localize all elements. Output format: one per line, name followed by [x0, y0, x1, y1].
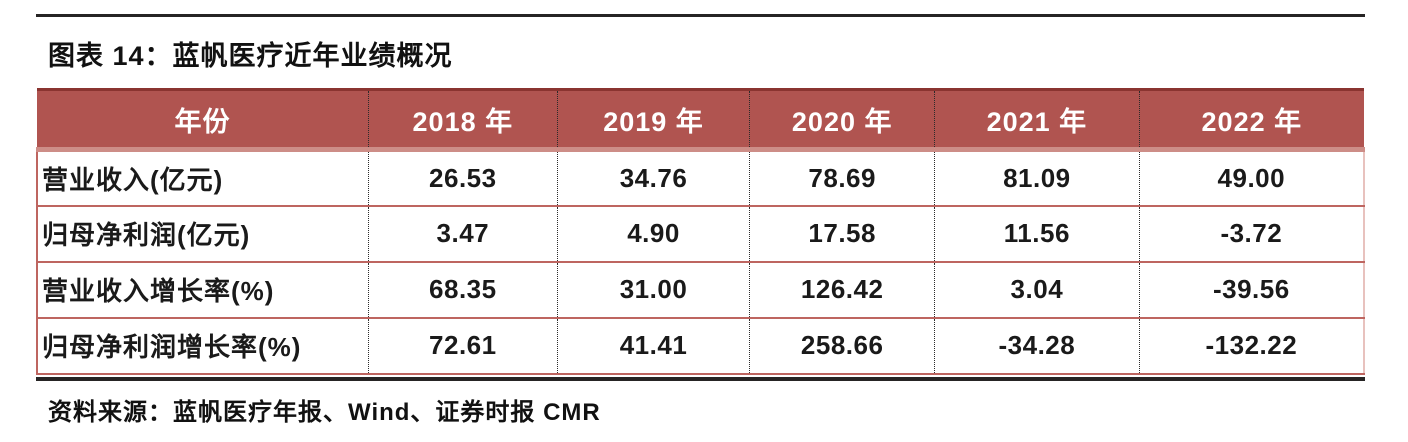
cell-revenue-growth-2022: -39.56 [1139, 261, 1365, 319]
col-header-year: 年份 [37, 88, 369, 152]
cell-revenue-2019: 34.76 [557, 149, 751, 207]
cell-net-profit-2018: 3.47 [368, 205, 558, 263]
source-note: 资料来源：蓝帆医疗年报、Wind、证券时报 CMR [48, 398, 601, 426]
cell-net-profit-growth-2019: 41.41 [557, 317, 751, 375]
cell-revenue-growth-2020: 126.42 [749, 261, 936, 319]
header-row: 年份 2018 年 2019 年 2020 年 2021 年 2022 年 [37, 88, 1364, 152]
table-row-revenue-growth: 营业收入增长率(%) 68.35 31.00 126.42 3.04 -39.5… [35, 261, 1365, 319]
figure-title: 图表 14：蓝帆医疗近年业绩概况 [48, 41, 453, 71]
cell-revenue-growth-2021: 3.04 [934, 261, 1140, 319]
cell-net-profit-2020: 17.58 [749, 205, 936, 263]
cell-revenue-2018: 26.53 [368, 149, 558, 207]
row-label-net-profit: 归母净利润(亿元) [35, 205, 369, 263]
row-label-revenue: 营业收入(亿元) [35, 149, 369, 207]
cell-net-profit-2021: 11.56 [934, 205, 1140, 263]
bottom-divider-rule [36, 376, 1365, 381]
cell-net-profit-2019: 4.90 [557, 205, 751, 263]
cell-net-profit-2022: -3.72 [1139, 205, 1365, 263]
top-divider-rule [36, 14, 1365, 17]
col-header-2020: 2020 年 [749, 88, 936, 152]
cell-net-profit-growth-2020: 258.66 [749, 317, 936, 375]
col-header-2018: 2018 年 [368, 88, 558, 152]
row-label-net-profit-growth: 归母净利润增长率(%) [35, 317, 369, 375]
table-body: 营业收入(亿元) 26.53 34.76 78.69 81.09 49.00 归… [35, 149, 1365, 375]
cell-net-profit-growth-2018: 72.61 [368, 317, 558, 375]
cell-revenue-2022: 49.00 [1139, 149, 1365, 207]
cell-revenue-2021: 81.09 [934, 149, 1140, 207]
cell-net-profit-growth-2021: -34.28 [934, 317, 1140, 375]
col-header-2019: 2019 年 [557, 88, 751, 152]
table-row-net-profit: 归母净利润(亿元) 3.47 4.90 17.58 11.56 -3.72 [35, 205, 1365, 263]
table-header: 年份 2018 年 2019 年 2020 年 2021 年 2022 年 [37, 88, 1364, 152]
col-header-2021: 2021 年 [934, 88, 1140, 152]
table-row-net-profit-growth: 归母净利润增长率(%) 72.61 41.41 258.66 -34.28 -1… [35, 317, 1365, 375]
performance-table: 年份 2018 年 2019 年 2020 年 2021 年 2022 年 营业… [35, 88, 1365, 375]
cell-revenue-growth-2018: 68.35 [368, 261, 558, 319]
cell-revenue-growth-2019: 31.00 [557, 261, 751, 319]
cell-net-profit-growth-2022: -132.22 [1139, 317, 1365, 375]
row-label-revenue-growth: 营业收入增长率(%) [35, 261, 369, 319]
cell-revenue-2020: 78.69 [749, 149, 936, 207]
col-header-2022: 2022 年 [1139, 88, 1364, 152]
table-row-revenue: 营业收入(亿元) 26.53 34.76 78.69 81.09 49.00 [35, 149, 1365, 207]
